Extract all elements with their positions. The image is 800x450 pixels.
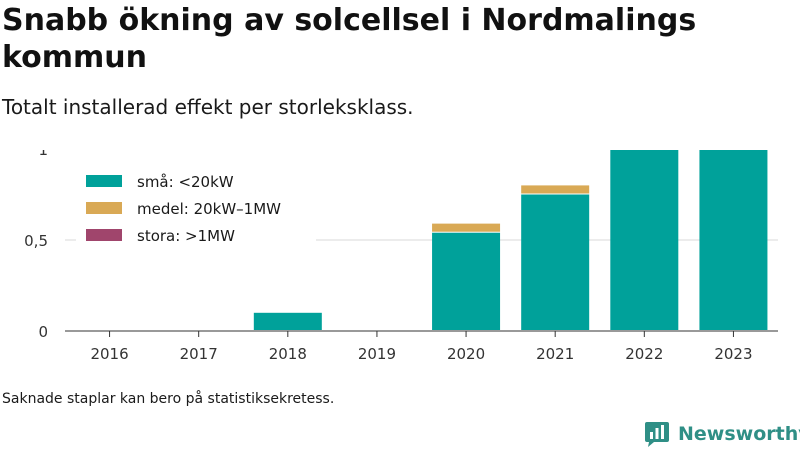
chart-subtitle: Totalt installerad effekt per storlekskl… xyxy=(2,95,414,119)
x-tick-label: 2020 xyxy=(447,345,485,363)
footnote: Saknade staplar kan bero på statistiksek… xyxy=(2,391,335,407)
bar-segment xyxy=(521,194,590,330)
y-tick-label: 0,5 xyxy=(24,232,48,250)
bar-segment xyxy=(432,223,501,232)
bar-segment xyxy=(253,312,322,330)
bar-chart: 00,511,520162017201820192020202120222023… xyxy=(24,150,778,363)
bar-segment xyxy=(521,185,590,194)
brand-logo: Newsworthy xyxy=(644,420,800,448)
x-tick-label: 2023 xyxy=(714,345,752,363)
legend-swatch xyxy=(86,202,122,214)
legend-label: små: <20kW xyxy=(137,173,234,191)
bar-chart-icon xyxy=(645,422,669,447)
bar-segment xyxy=(432,232,501,330)
x-tick-label: 2016 xyxy=(90,345,128,363)
legend-swatch xyxy=(86,175,122,187)
y-tick-label: 0 xyxy=(38,323,48,341)
bar-segment xyxy=(610,150,679,330)
legend-swatch xyxy=(86,229,122,241)
bar-segment xyxy=(699,150,768,330)
x-tick-label: 2019 xyxy=(358,345,396,363)
legend-label: medel: 20kW–1MW xyxy=(137,200,281,218)
x-tick-label: 2018 xyxy=(269,345,307,363)
x-tick-label: 2022 xyxy=(625,345,663,363)
brand-name: Newsworthy xyxy=(678,423,800,445)
x-tick-label: 2017 xyxy=(180,345,218,363)
legend-label: stora: >1MW xyxy=(137,227,235,245)
chart-title: Snabb ökning av solcellsel i Nordmalings… xyxy=(2,3,697,75)
y-tick-label: 1 xyxy=(38,150,48,159)
x-tick-label: 2021 xyxy=(536,345,574,363)
